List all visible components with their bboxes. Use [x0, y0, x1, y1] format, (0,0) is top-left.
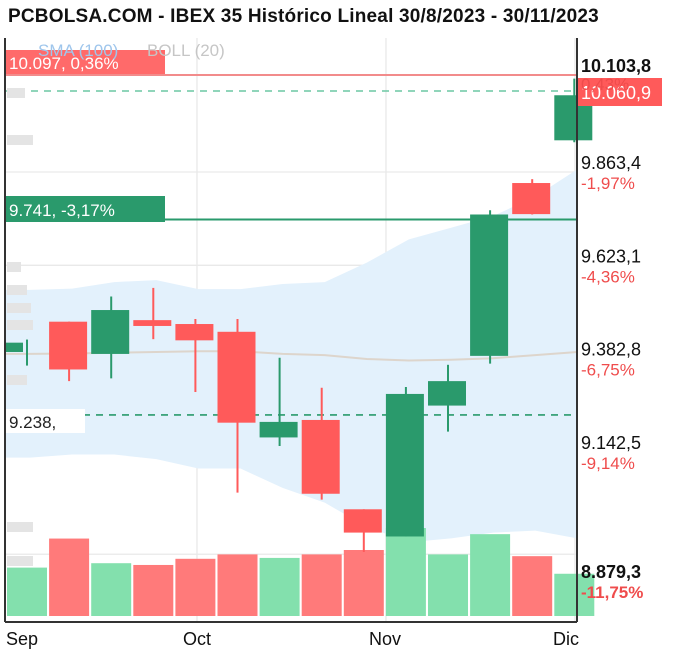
placeholder-mark-7 [7, 522, 33, 532]
y-bottom-label: 8.879,3 [581, 562, 641, 582]
volume-bar-8 [343, 550, 384, 616]
candle-body-4 [175, 324, 214, 341]
x-tick-sep: Sep [6, 629, 38, 649]
placeholder-mark-6 [7, 375, 27, 385]
placeholder-mark-3 [7, 285, 27, 295]
candle-11 [470, 210, 509, 364]
placeholder-mark-5 [7, 320, 33, 330]
green-level-tag-bg [5, 196, 165, 222]
y-tick-pct-2: -6,75% [581, 361, 635, 380]
y-tick-label-2: 9.382,8 [581, 340, 641, 360]
volume-bar-7 [301, 554, 342, 616]
candle-body-12 [512, 183, 551, 215]
y-tick-label-1: 9.623,1 [581, 246, 641, 266]
candle-body-9 [385, 393, 424, 537]
placeholder-mark-2 [7, 262, 21, 272]
volume-bar-1 [49, 538, 90, 616]
high-tag-bg [5, 50, 165, 74]
low-level-tag-label: 9.238, [9, 413, 56, 432]
last-price-tag-bg [577, 78, 662, 106]
candle-2 [91, 296, 130, 379]
candle-body-10 [428, 381, 466, 406]
volume-bar-4 [175, 558, 216, 616]
indicator-legend: SMA (100) BOLL (20) [38, 41, 225, 60]
y-axis: 10.103,8 0,43% 8.879,3 -11,75% 9.863,4-1… [581, 56, 651, 602]
candle-body-3 [133, 320, 172, 326]
candles [5, 78, 593, 553]
placeholder-mark-4 [7, 303, 31, 313]
y-tick-pct-0: -1,97% [581, 174, 635, 193]
volume-bar-10 [428, 554, 468, 616]
candle-4 [175, 318, 214, 392]
volume-bar-2 [91, 563, 132, 616]
placeholder-mark-1 [7, 135, 33, 145]
x-tick-dic: Dic [553, 629, 579, 649]
candle-body-7 [301, 419, 340, 494]
placeholder-mark-0 [7, 88, 25, 98]
placeholder-mark-8 [7, 556, 33, 566]
green-level-tag-label: 9.741, -3,17% [9, 201, 115, 220]
volume-bar-5 [217, 554, 258, 616]
last-price-tag-label: 10.060,9 [581, 83, 651, 103]
bollinger-band [5, 169, 578, 543]
price-tags: 10.097, 0,36% 10.060,9 9.741, -3,17% 9.238, [5, 50, 662, 433]
y-bottom-pct: -11,75% [581, 583, 643, 602]
candle-7 [301, 387, 340, 500]
boll-legend: BOLL (20) [147, 41, 225, 60]
y-top-pct: 0,43% [581, 75, 629, 94]
volume-bar-12 [512, 556, 553, 616]
candle-8 [343, 509, 382, 553]
candle-9 [385, 386, 424, 537]
volume-bars [7, 528, 595, 616]
sma-legend: SMA (100) [38, 41, 118, 60]
high-tag-label: 10.097, 0,36% [9, 54, 119, 73]
volume-bar-13 [554, 573, 595, 616]
y-tick-pct-1: -4,36% [581, 267, 635, 286]
candle-10 [428, 364, 466, 432]
y-tick-label-0: 9.863,4 [581, 153, 641, 173]
candle-body-1 [49, 321, 88, 370]
x-tick-nov: Nov [369, 629, 401, 649]
volume-bar-0 [7, 567, 47, 616]
candle-body-8 [343, 509, 382, 533]
candle-body-5 [217, 331, 256, 423]
x-axis: Sep Oct Nov Dic [6, 629, 579, 649]
candle-3 [133, 287, 172, 340]
chart-title: PCBOLSA.COM - IBEX 35 Histórico Lineal 3… [8, 6, 599, 27]
y-tick-label-3: 9.142,5 [581, 433, 641, 453]
left-placeholders [7, 88, 33, 566]
candle-body-11 [470, 214, 509, 356]
candle-0 [5, 339, 28, 366]
volume-bar-3 [133, 564, 174, 616]
candle-6 [259, 357, 298, 446]
y-tick-pct-3: -9,14% [581, 454, 635, 473]
low-level-tag-bg [5, 409, 85, 433]
candle-5 [217, 318, 256, 493]
candle-1 [49, 321, 88, 382]
volume-bar-9 [385, 528, 426, 616]
x-tick-oct: Oct [183, 629, 211, 649]
y-top-label: 10.103,8 [581, 56, 651, 76]
candle-12 [512, 179, 551, 215]
candle-body-0 [5, 342, 23, 352]
candle-body-2 [91, 310, 130, 354]
volume-bar-6 [259, 557, 300, 616]
candle-body-6 [259, 421, 298, 438]
volume-bar-11 [470, 534, 511, 616]
